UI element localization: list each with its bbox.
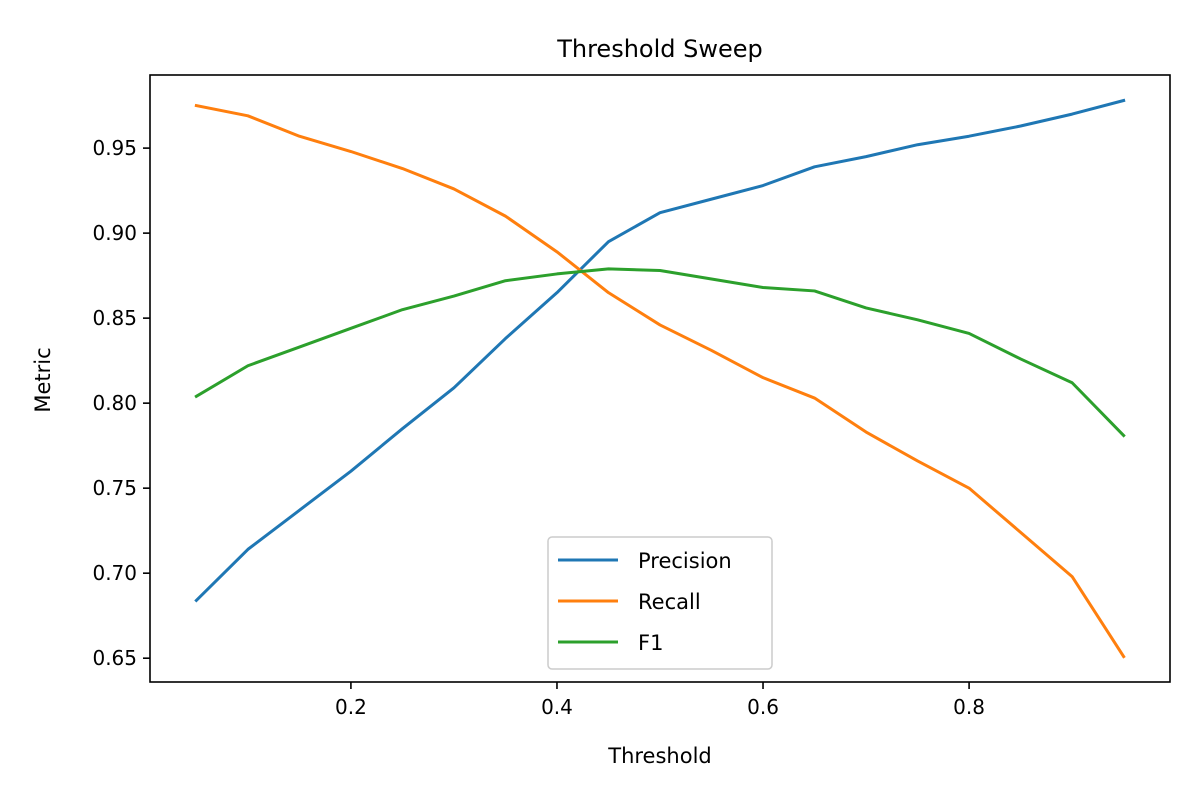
legend-label-recall: Recall xyxy=(638,590,701,614)
x-tick-label: 0.2 xyxy=(335,695,367,719)
y-tick-label: 0.85 xyxy=(92,306,137,330)
y-tick-label: 0.65 xyxy=(92,646,137,670)
legend-label-f1: F1 xyxy=(638,631,663,655)
y-tick-label: 0.90 xyxy=(92,221,137,245)
series-layer xyxy=(194,98,1126,659)
x-tick-label: 0.8 xyxy=(953,695,985,719)
x-tick-label: 0.6 xyxy=(747,695,779,719)
y-tick-label: 0.80 xyxy=(92,391,137,415)
plot-frame xyxy=(149,74,1171,683)
series-line-recall xyxy=(194,103,1126,659)
x-tick-label: 0.4 xyxy=(541,695,573,719)
chart-title: Threshold Sweep xyxy=(556,35,763,63)
legend-label-precision: Precision xyxy=(638,549,732,573)
x-axis-label: Threshold xyxy=(607,744,712,768)
series-line-f1 xyxy=(194,267,1126,438)
series-line-precision xyxy=(194,98,1126,603)
legend: Precision Recall F1 xyxy=(547,536,773,670)
y-tick-label: 0.95 xyxy=(92,136,137,160)
y-tick-label: 0.75 xyxy=(92,476,137,500)
y-tick-label: 0.70 xyxy=(92,561,137,585)
ticks-layer: 0.2 0.4 0.6 0.8 0.65 0.70 0.75 0.80 0.85 0.90 0.95 xyxy=(92,136,985,719)
y-axis-label: Metric xyxy=(31,347,55,412)
legend-box xyxy=(547,536,773,670)
